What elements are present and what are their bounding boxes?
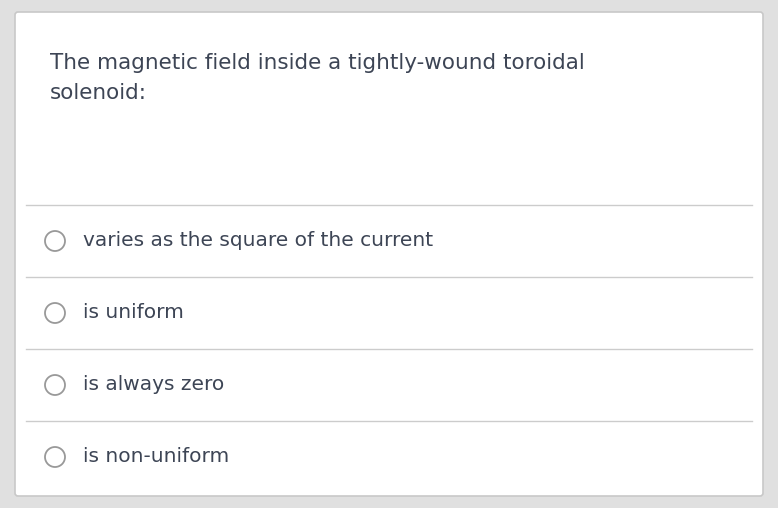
Text: is uniform: is uniform — [83, 303, 184, 323]
Text: solenoid:: solenoid: — [50, 83, 147, 103]
Text: is always zero: is always zero — [83, 375, 224, 395]
Text: is non-uniform: is non-uniform — [83, 448, 230, 466]
Text: The magnetic field inside a tightly-wound toroidal: The magnetic field inside a tightly-woun… — [50, 53, 585, 73]
Text: varies as the square of the current: varies as the square of the current — [83, 232, 433, 250]
FancyBboxPatch shape — [15, 12, 763, 496]
